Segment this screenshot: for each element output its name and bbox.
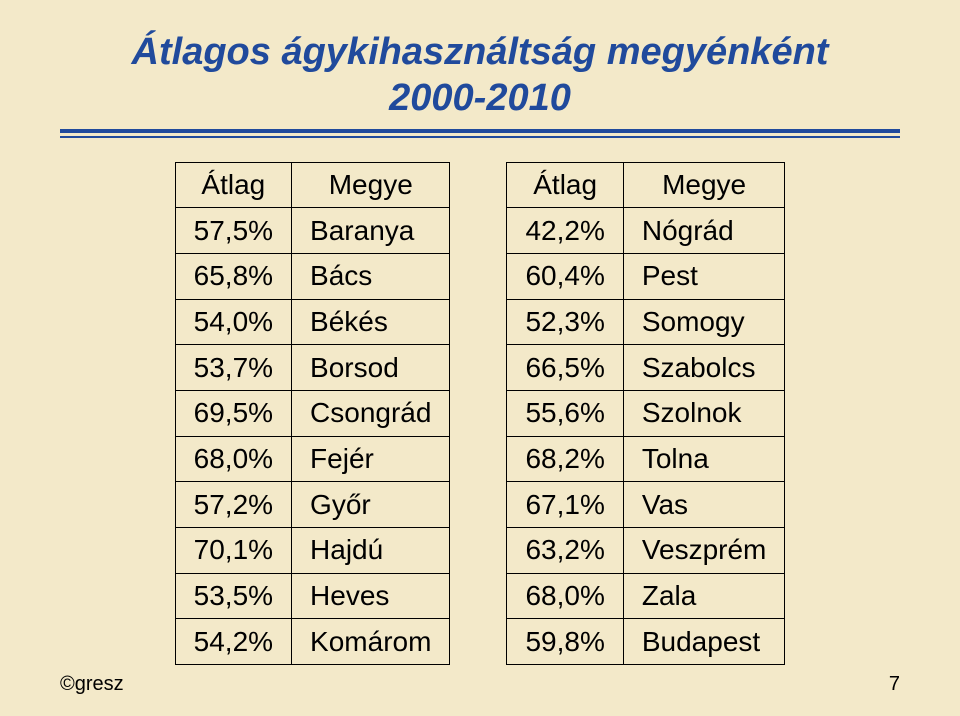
title-rule-thick <box>60 129 900 133</box>
cell-name: Csongrád <box>292 390 450 436</box>
table-row: 63,2%Veszprém <box>507 527 785 573</box>
cell-value: 68,0% <box>507 573 623 619</box>
table-row: 53,5%Heves <box>175 573 450 619</box>
cell-value: 52,3% <box>507 299 623 345</box>
table-row: 66,5%Szabolcs <box>507 345 785 391</box>
cell-value: 70,1% <box>175 527 291 573</box>
cell-name: Borsod <box>292 345 450 391</box>
table-left: Átlag Megye 57,5%Baranya 65,8%Bács 54,0%… <box>175 162 451 665</box>
table-row: 65,8%Bács <box>175 253 450 299</box>
cell-name: Pest <box>623 253 785 299</box>
title-line-2: 2000-2010 <box>389 77 571 119</box>
slide: Átlagos ágykihasználtság megyénként 2000… <box>0 0 960 716</box>
cell-name: Komárom <box>292 619 450 665</box>
title-line-1: Átlagos ágykihasználtság megyénként <box>132 31 829 73</box>
cell-name: Szabolcs <box>623 345 785 391</box>
cell-name: Szolnok <box>623 390 785 436</box>
table-header-row: Átlag Megye <box>507 163 785 208</box>
cell-name: Budapest <box>623 619 785 665</box>
table-row: 68,0%Fejér <box>175 436 450 482</box>
cell-value: 57,5% <box>175 208 291 254</box>
cell-name: Veszprém <box>623 527 785 573</box>
table-row: 60,4%Pest <box>507 253 785 299</box>
table-row: 54,0%Békés <box>175 299 450 345</box>
footer: ©gresz 7 <box>60 673 900 696</box>
copyright: ©gresz <box>60 673 124 696</box>
cell-name: Békés <box>292 299 450 345</box>
cell-value: 67,1% <box>507 482 623 528</box>
table-row: 42,2%Nógrád <box>507 208 785 254</box>
cell-name: Tolna <box>623 436 785 482</box>
cell-value: 68,0% <box>175 436 291 482</box>
cell-value: 55,6% <box>507 390 623 436</box>
cell-name: Győr <box>292 482 450 528</box>
table-header-row: Átlag Megye <box>175 163 450 208</box>
cell-name: Baranya <box>292 208 450 254</box>
table-row: 55,6%Szolnok <box>507 390 785 436</box>
cell-name: Fejér <box>292 436 450 482</box>
table-row: 67,1%Vas <box>507 482 785 528</box>
slide-title: Átlagos ágykihasználtság megyénként 2000… <box>60 30 900 121</box>
table-row: 57,2%Győr <box>175 482 450 528</box>
table-row: 69,5%Csongrád <box>175 390 450 436</box>
table-header-atlag: Átlag <box>175 163 291 208</box>
table-row: 53,7%Borsod <box>175 345 450 391</box>
table-header-megye: Megye <box>623 163 785 208</box>
cell-name: Somogy <box>623 299 785 345</box>
table-row: 52,3%Somogy <box>507 299 785 345</box>
cell-value: 42,2% <box>507 208 623 254</box>
table-right: Átlag Megye 42,2%Nógrád 60,4%Pest 52,3%S… <box>506 162 785 665</box>
cell-name: Bács <box>292 253 450 299</box>
cell-value: 57,2% <box>175 482 291 528</box>
table-row: 70,1%Hajdú <box>175 527 450 573</box>
cell-value: 54,0% <box>175 299 291 345</box>
cell-value: 68,2% <box>507 436 623 482</box>
table-row: 68,2%Tolna <box>507 436 785 482</box>
cell-name: Heves <box>292 573 450 619</box>
tables-container: Átlag Megye 57,5%Baranya 65,8%Bács 54,0%… <box>60 162 900 665</box>
table-row: 68,0%Zala <box>507 573 785 619</box>
cell-value: 59,8% <box>507 619 623 665</box>
table-row: 59,8%Budapest <box>507 619 785 665</box>
cell-value: 66,5% <box>507 345 623 391</box>
cell-value: 60,4% <box>507 253 623 299</box>
table-header-megye: Megye <box>292 163 450 208</box>
table-row: 57,5%Baranya <box>175 208 450 254</box>
cell-value: 65,8% <box>175 253 291 299</box>
cell-name: Zala <box>623 573 785 619</box>
cell-name: Nógrád <box>623 208 785 254</box>
page-number: 7 <box>889 673 900 696</box>
cell-value: 54,2% <box>175 619 291 665</box>
title-rule <box>60 129 900 138</box>
cell-name: Vas <box>623 482 785 528</box>
cell-value: 53,7% <box>175 345 291 391</box>
cell-value: 63,2% <box>507 527 623 573</box>
cell-name: Hajdú <box>292 527 450 573</box>
table-header-atlag: Átlag <box>507 163 623 208</box>
title-rule-thin <box>60 136 900 138</box>
table-row: 54,2%Komárom <box>175 619 450 665</box>
cell-value: 53,5% <box>175 573 291 619</box>
cell-value: 69,5% <box>175 390 291 436</box>
